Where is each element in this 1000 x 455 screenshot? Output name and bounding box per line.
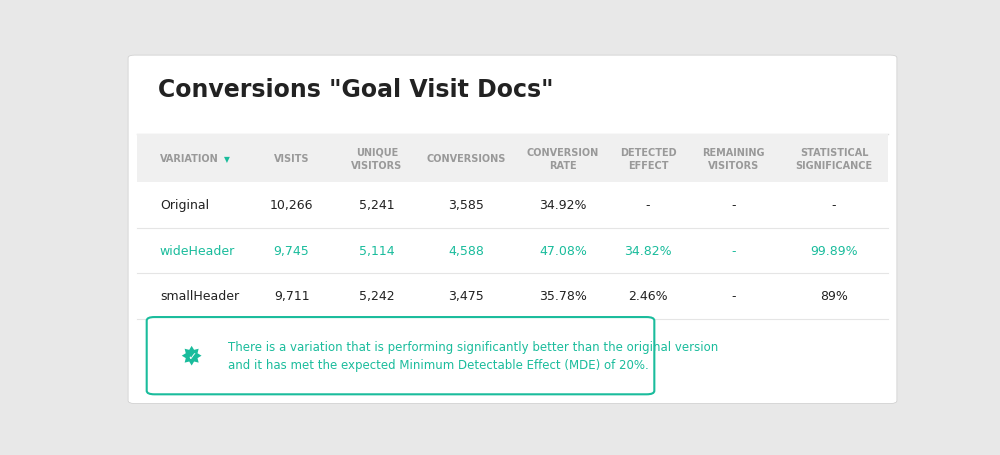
Text: wideHeader: wideHeader: [160, 244, 235, 257]
Text: DETECTED
EFFECT: DETECTED EFFECT: [620, 147, 676, 171]
Text: 35.78%: 35.78%: [539, 290, 587, 303]
Text: CONVERSION
RATE: CONVERSION RATE: [527, 147, 599, 171]
Text: smallHeader: smallHeader: [160, 290, 239, 303]
Text: 34.82%: 34.82%: [624, 244, 672, 257]
Text: CONVERSIONS: CONVERSIONS: [426, 154, 506, 164]
Text: There is a variation that is performing significantly better than the original v: There is a variation that is performing …: [228, 340, 718, 353]
Text: -: -: [832, 199, 836, 212]
Text: 10,266: 10,266: [270, 199, 313, 212]
Text: 4,588: 4,588: [448, 244, 484, 257]
Text: 5,241: 5,241: [359, 199, 395, 212]
Text: VARIATION: VARIATION: [160, 154, 219, 164]
Text: -: -: [646, 199, 650, 212]
Text: 3,475: 3,475: [448, 290, 484, 303]
Text: 34.92%: 34.92%: [539, 199, 587, 212]
Text: -: -: [731, 290, 736, 303]
Text: UNIQUE
VISITORS: UNIQUE VISITORS: [351, 147, 402, 171]
Text: 9,711: 9,711: [274, 290, 309, 303]
FancyBboxPatch shape: [128, 56, 897, 404]
Text: ▼: ▼: [224, 154, 230, 163]
FancyBboxPatch shape: [147, 318, 654, 394]
Text: and it has met the expected Minimum Detectable Effect (MDE) of 20%.: and it has met the expected Minimum Dete…: [228, 359, 649, 371]
Text: 99.89%: 99.89%: [810, 244, 858, 257]
Text: -: -: [731, 199, 736, 212]
Text: ✓: ✓: [187, 351, 196, 361]
Text: Conversions "Goal Visit Docs": Conversions "Goal Visit Docs": [158, 77, 553, 101]
Text: VISITS: VISITS: [274, 154, 309, 164]
Text: 5,242: 5,242: [359, 290, 395, 303]
FancyBboxPatch shape: [137, 135, 888, 182]
Text: 2.46%: 2.46%: [628, 290, 668, 303]
Text: 5,114: 5,114: [359, 244, 395, 257]
Text: 3,585: 3,585: [448, 199, 484, 212]
Text: 9,745: 9,745: [274, 244, 310, 257]
Text: REMAINING
VISITORS: REMAINING VISITORS: [702, 147, 765, 171]
Polygon shape: [182, 346, 202, 366]
Text: -: -: [731, 244, 736, 257]
Text: Original: Original: [160, 199, 209, 212]
Text: STATISTICAL
SIGNIFICANCE: STATISTICAL SIGNIFICANCE: [796, 147, 873, 171]
Text: 47.08%: 47.08%: [539, 244, 587, 257]
Text: 89%: 89%: [820, 290, 848, 303]
